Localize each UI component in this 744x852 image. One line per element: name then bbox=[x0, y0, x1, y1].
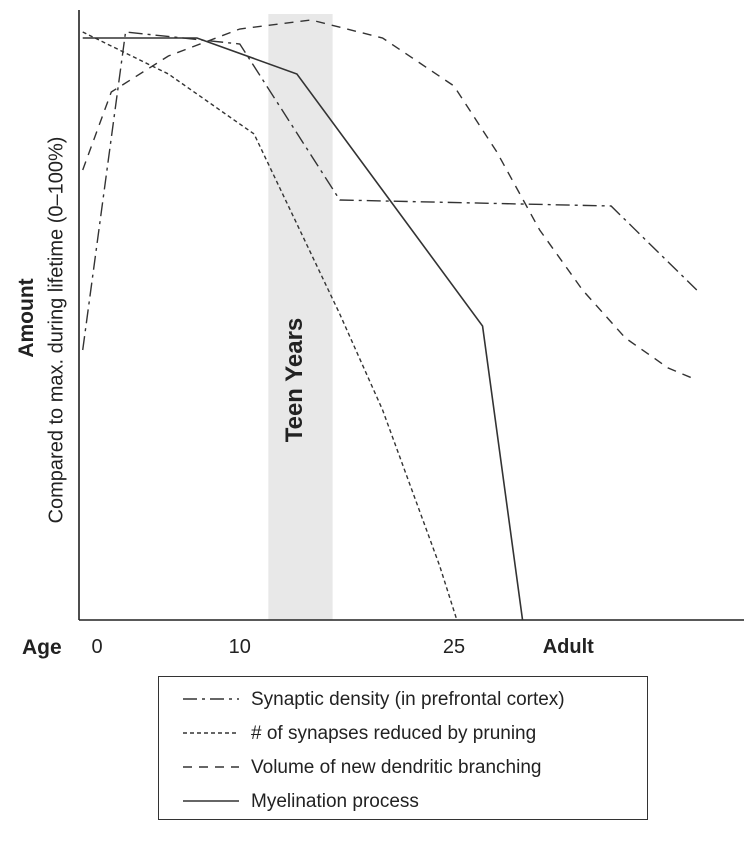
x-tick-label: 25 bbox=[442, 636, 466, 658]
x-tick-label: Adult bbox=[542, 636, 594, 658]
legend-label: # of synapses reduced by pruning bbox=[251, 723, 537, 744]
legend-label: Volume of new dendritic branching bbox=[251, 757, 542, 778]
x-tick-label: 0 bbox=[91, 636, 103, 658]
series-line-dotted bbox=[82, 31, 458, 621]
legend-item: Volume of new dendritic branching bbox=[159, 751, 647, 785]
x-tick-label: 10 bbox=[228, 636, 251, 658]
legend-item: Synaptic density (in prefrontal cortex) bbox=[159, 683, 647, 717]
y-axis-sublabel: Compared to max. during lifetime (0–100%… bbox=[45, 136, 68, 524]
series-line-dashdot bbox=[82, 31, 698, 351]
chart-plot bbox=[78, 10, 744, 621]
legend-swatch-dotted bbox=[183, 732, 239, 734]
teen-years-label: Teen Years bbox=[281, 317, 308, 443]
series-group bbox=[82, 19, 698, 621]
series-line-solid bbox=[82, 37, 524, 621]
legend-label: Myelination process bbox=[251, 791, 419, 812]
legend-swatch-dashdot bbox=[183, 698, 239, 700]
legend-swatch-dashed bbox=[183, 766, 239, 768]
x-axis-label: Age bbox=[22, 636, 62, 659]
legend-item: # of synapses reduced by pruning bbox=[159, 717, 647, 751]
series-line-dashed bbox=[82, 19, 698, 381]
legend-item: Myelination process bbox=[159, 785, 647, 819]
legend: Synaptic density (in prefrontal cortex) … bbox=[158, 676, 648, 820]
y-axis-label: Amount bbox=[15, 278, 38, 358]
legend-swatch-solid bbox=[183, 800, 239, 802]
legend-label: Synaptic density (in prefrontal cortex) bbox=[251, 689, 565, 710]
teen-years-band bbox=[268, 14, 333, 620]
